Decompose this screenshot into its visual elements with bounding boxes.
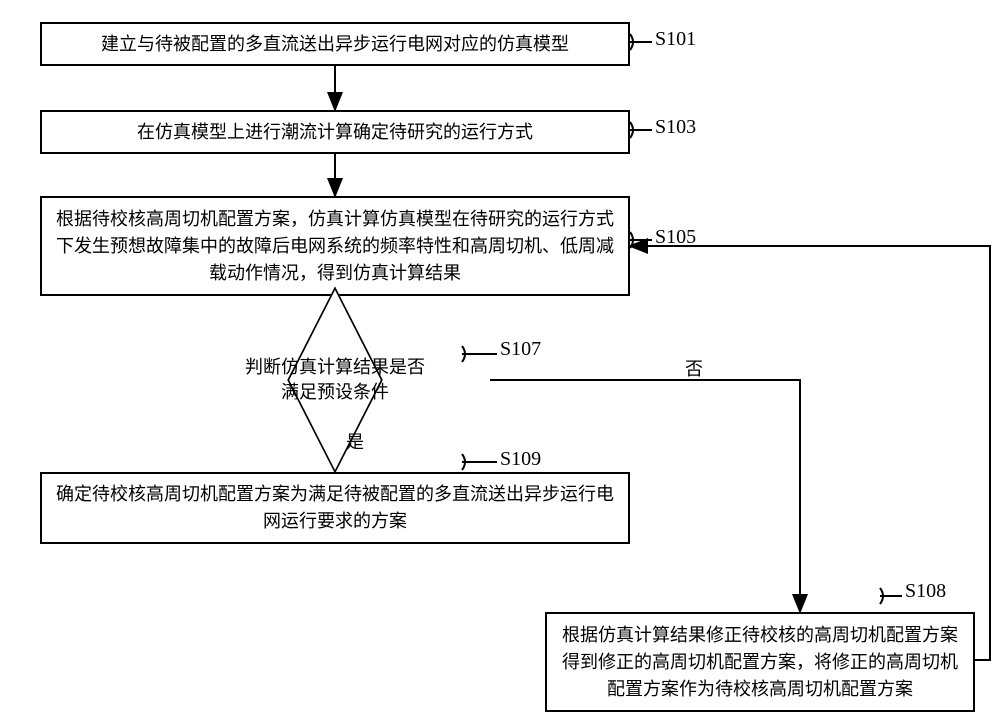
- branch-yes: 是: [346, 428, 364, 454]
- step-s109: 确定待校核高周切机配置方案为满足待被配置的多直流送出异步运行电网运行要求的方案: [40, 472, 630, 544]
- decision-s107-line2: 满足预设条件: [281, 382, 389, 402]
- step-s103: 在仿真模型上进行潮流计算确定待研究的运行方式: [40, 110, 630, 154]
- decision-s107-line1: 判断仿真计算结果是否: [245, 357, 425, 377]
- step-s105-text: 根据待校核高周切机配置方案，仿真计算仿真模型在待研究的运行方式下发生预想故障集中…: [54, 206, 616, 287]
- step-s107-label: S107: [500, 338, 541, 361]
- step-s103-label: S103: [655, 116, 696, 139]
- decision-s107-text: 判断仿真计算结果是否 满足预设条件: [180, 355, 490, 405]
- step-s101: 建立与待被配置的多直流送出异步运行电网对应的仿真模型: [40, 22, 630, 66]
- step-s108-text: 根据仿真计算结果修正待校核的高周切机配置方案得到修正的高周切机配置方案，将修正的…: [559, 622, 961, 703]
- step-s101-text: 建立与待被配置的多直流送出异步运行电网对应的仿真模型: [101, 31, 569, 58]
- branch-no: 否: [685, 355, 703, 381]
- step-s105-label: S105: [655, 226, 696, 249]
- step-s108-label: S108: [905, 580, 946, 603]
- step-s109-label: S109: [500, 448, 541, 471]
- step-s109-text: 确定待校核高周切机配置方案为满足待被配置的多直流送出异步运行电网运行要求的方案: [54, 481, 616, 535]
- step-s101-label: S101: [655, 28, 696, 51]
- decision-s107: 判断仿真计算结果是否 满足预设条件: [180, 346, 490, 414]
- step-s103-text: 在仿真模型上进行潮流计算确定待研究的运行方式: [137, 119, 533, 146]
- step-s108: 根据仿真计算结果修正待校核的高周切机配置方案得到修正的高周切机配置方案，将修正的…: [545, 612, 975, 712]
- step-s105: 根据待校核高周切机配置方案，仿真计算仿真模型在待研究的运行方式下发生预想故障集中…: [40, 196, 630, 296]
